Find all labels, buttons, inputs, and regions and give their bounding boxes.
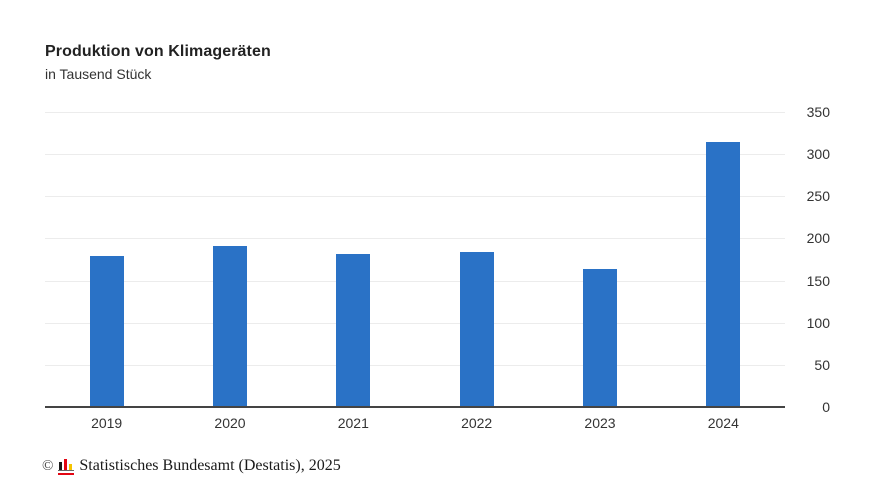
logo-bar-gold [69, 463, 73, 470]
copyright-symbol: © [42, 457, 54, 474]
destatis-logo-icon [58, 458, 75, 475]
y-tick-label: 300 [806, 146, 830, 163]
y-tick-label: 0 [822, 399, 830, 415]
x-tick-label: 2023 [584, 415, 616, 431]
logo-underline [58, 472, 75, 475]
chart-subtitle: in Tausend Stück [45, 66, 152, 82]
bar-2024[interactable] [706, 142, 741, 407]
gridline [45, 154, 785, 156]
bar-2020[interactable] [213, 246, 247, 407]
source-line: © Statistisches Bundesamt (Destatis), 20… [42, 455, 341, 477]
bar-2019[interactable] [89, 256, 124, 407]
bar-2023[interactable] [583, 268, 617, 407]
bar-2022[interactable] [459, 251, 494, 407]
chart-title: Produktion von Klimageräten [45, 43, 271, 60]
x-tick-label: 2024 [707, 415, 739, 431]
gridline [45, 112, 785, 113]
x-tick-label: 2019 [91, 415, 123, 431]
y-tick-label: 350 [806, 104, 830, 120]
gridline [45, 364, 785, 366]
logo-baseline [58, 469, 75, 471]
logo-bar-black [59, 461, 63, 470]
y-tick-label: 200 [806, 230, 830, 247]
x-tick-label: 2022 [461, 415, 493, 431]
y-tick-label: 250 [806, 188, 830, 205]
gridline [45, 196, 785, 198]
bar-2021[interactable] [336, 253, 371, 407]
logo-bar-red [64, 458, 68, 470]
gridline [45, 238, 785, 240]
plot-area [45, 112, 785, 408]
y-tick-label: 50 [814, 356, 830, 373]
source-text: Statistisches Bundesamt (Destatis), 2025 [79, 457, 341, 474]
y-tick-label: 150 [806, 272, 830, 289]
x-tick-label: 2020 [214, 415, 246, 431]
y-tick-label: 100 [806, 314, 830, 331]
gridline [45, 280, 785, 282]
x-axis-line [45, 406, 785, 408]
x-tick-label: 2021 [337, 415, 369, 431]
gridline [45, 322, 785, 324]
